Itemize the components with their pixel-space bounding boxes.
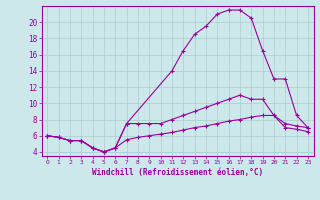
X-axis label: Windchill (Refroidissement éolien,°C): Windchill (Refroidissement éolien,°C)	[92, 168, 263, 177]
